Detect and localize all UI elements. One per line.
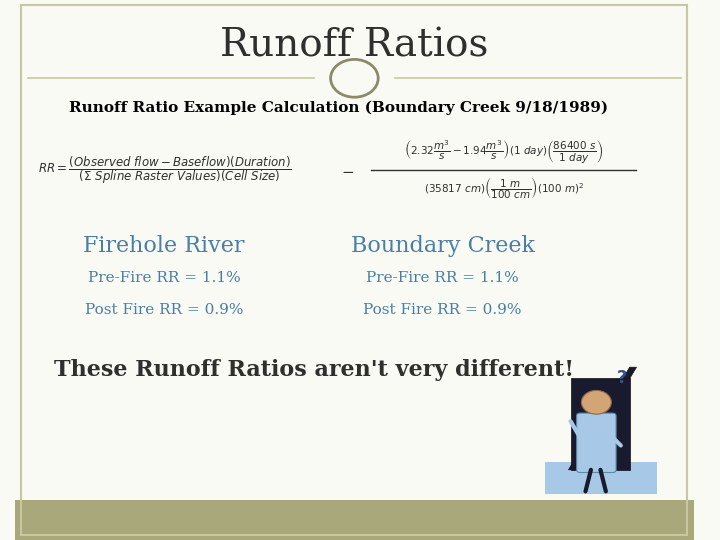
Text: $-$: $-$ xyxy=(341,163,354,178)
Text: Boundary Creek: Boundary Creek xyxy=(351,235,535,256)
Text: These Runoff Ratios aren't very different!: These Runoff Ratios aren't very differen… xyxy=(53,359,574,381)
Text: $\left(2.32\dfrac{m^3}{s} - 1.94\dfrac{m^3}{s}\right)(1\ day)\left(\dfrac{86400\: $\left(2.32\dfrac{m^3}{s} - 1.94\dfrac{m… xyxy=(405,139,603,166)
Text: ?: ? xyxy=(616,369,626,387)
Text: Post Fire RR = 0.9%: Post Fire RR = 0.9% xyxy=(85,303,243,318)
Text: $(35817\ cm)\left(\dfrac{1\ m}{100\ cm}\right)(100\ m)^2$: $(35817\ cm)\left(\dfrac{1\ m}{100\ cm}\… xyxy=(423,175,584,201)
Text: Post Fire RR = 0.9%: Post Fire RR = 0.9% xyxy=(364,303,522,318)
Text: Pre-Fire RR = 1.1%: Pre-Fire RR = 1.1% xyxy=(366,271,519,285)
Text: Runoff Ratios: Runoff Ratios xyxy=(220,28,489,64)
Text: Firehole River: Firehole River xyxy=(84,235,245,256)
Polygon shape xyxy=(570,378,630,470)
Circle shape xyxy=(330,59,378,97)
Text: $RR = \dfrac{(Observed\ flow - Baseflow)(Duration)}{(\Sigma\ Spline\ Raster\ Val: $RR = \dfrac{(Observed\ flow - Baseflow)… xyxy=(38,154,292,186)
FancyBboxPatch shape xyxy=(14,500,694,540)
FancyBboxPatch shape xyxy=(545,462,657,494)
Text: Runoff Ratio Example Calculation (Boundary Creek 9/18/1989): Runoff Ratio Example Calculation (Bounda… xyxy=(69,101,608,115)
FancyBboxPatch shape xyxy=(577,413,616,472)
Polygon shape xyxy=(569,367,636,470)
Circle shape xyxy=(582,390,611,414)
Text: Pre-Fire RR = 1.1%: Pre-Fire RR = 1.1% xyxy=(88,271,240,285)
